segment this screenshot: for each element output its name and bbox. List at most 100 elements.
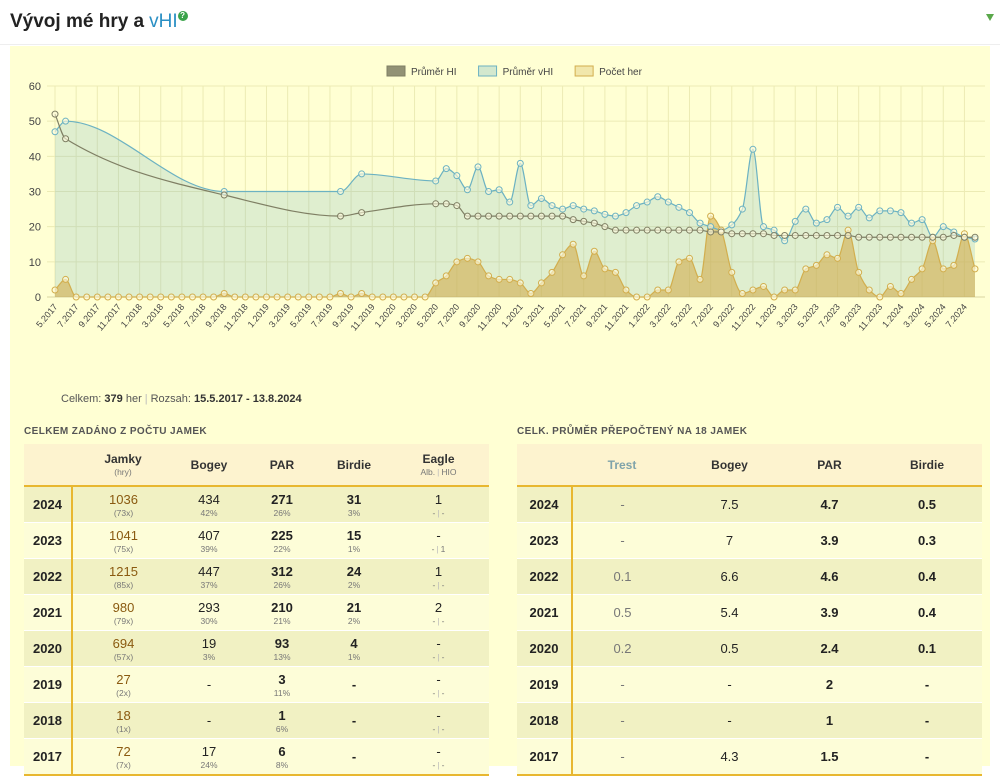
cell-value: - (727, 713, 732, 728)
data-point (664, 226, 672, 234)
cell-sub: - | - (388, 652, 489, 662)
data-point (474, 258, 482, 266)
data-point (897, 209, 905, 217)
alb: - (432, 507, 436, 518)
data-point (812, 231, 820, 239)
divider: | (437, 759, 440, 770)
collapse-toggle[interactable] (986, 14, 994, 21)
x-tick-label: 7.2021 (563, 302, 588, 330)
data-point (273, 293, 281, 301)
cell-value: 27 (116, 671, 131, 687)
data-point (971, 265, 979, 273)
header-text: Eagle (422, 452, 455, 466)
table-cell: 293 30% (174, 594, 244, 631)
x-tick-label: 5.2017 (34, 302, 59, 330)
data-point (62, 117, 70, 125)
data-point (675, 258, 683, 266)
cell-value: - (924, 713, 930, 728)
data-point (908, 275, 916, 283)
table-cell: 2 (787, 666, 872, 703)
cell-value: 5.4 (720, 605, 739, 620)
header-cell: Trest (572, 444, 672, 487)
data-point (664, 286, 672, 294)
cell-sub: - | - (388, 508, 489, 518)
data-point (368, 293, 376, 301)
data-point (548, 202, 556, 210)
data-point (136, 293, 144, 301)
table-cell: - (872, 738, 982, 776)
table-cell: - (174, 702, 244, 739)
cell-value: 1 (278, 707, 286, 723)
data-point (463, 212, 471, 220)
data-point (696, 226, 704, 234)
cell-value: 271 (271, 491, 293, 507)
vhi-link[interactable]: vHI (149, 11, 178, 32)
x-tick-label: 5.2021 (542, 302, 567, 330)
year-cell: 2020 (517, 630, 573, 667)
table-cell: - (572, 522, 672, 559)
data-point (104, 293, 112, 301)
table-cell: 3.9 (787, 594, 872, 631)
data-point (463, 186, 471, 194)
table-cell: 0.5 (872, 486, 982, 523)
table-cell: - - | - (388, 666, 489, 703)
cell-value: 0.4 (917, 569, 937, 584)
cell-sub: 30% (200, 615, 218, 626)
data-point (220, 191, 228, 199)
table-cell: 1215 (85x) (72, 558, 174, 595)
table-cell: 0.5 (572, 594, 672, 631)
data-point (707, 212, 715, 220)
data-point (886, 282, 894, 290)
cell-value: - (436, 635, 441, 651)
y-tick-label: 30 (29, 187, 41, 199)
cell-value: - (351, 677, 357, 692)
y-tick-label: 10 (29, 257, 41, 269)
table-row: 2019 27 (2x) -3 11% - - - | - (24, 666, 489, 703)
y-tick-label: 0 (35, 292, 41, 304)
table-cell: - (320, 702, 388, 739)
data-point (865, 233, 873, 241)
legend-label: Průměr HI (411, 66, 457, 78)
cell-sub: - | - (388, 724, 489, 734)
data-point (696, 219, 704, 227)
cell-sub: - | - (388, 580, 489, 590)
header-text: Jamky (104, 452, 142, 466)
help-icon[interactable]: ? (177, 11, 188, 21)
data-point (442, 272, 450, 280)
table-cell: 4.7 (787, 486, 872, 523)
data-point (834, 254, 842, 262)
x-tick-label: 5.2023 (796, 302, 821, 330)
year-cell: 2017 (24, 738, 73, 776)
cell-value: 0.1 (613, 569, 632, 584)
x-tick-label: 3.2021 (521, 302, 546, 330)
data-point (580, 272, 588, 280)
data-point (337, 289, 345, 297)
divider: | (437, 687, 440, 698)
legend-swatch (478, 65, 498, 77)
hio: - (441, 651, 445, 662)
cell-value: 21 (346, 599, 362, 615)
cell-value: 15 (346, 527, 362, 543)
data-point (918, 265, 926, 273)
data-point (950, 261, 958, 269)
cell-value: - (620, 713, 625, 728)
cell-sub: - | - (388, 616, 489, 626)
data-point (284, 293, 292, 301)
data-point (51, 110, 59, 118)
data-point (569, 240, 577, 248)
cell-value: - (727, 677, 732, 692)
range: 15.5.2017 - 13.8.2024 (194, 393, 302, 405)
data-point (580, 217, 588, 225)
table-cell: 1.5 (787, 738, 872, 776)
data-point (876, 233, 884, 241)
table-cell: - (572, 486, 672, 523)
header-text: HIO (441, 467, 457, 477)
data-point (569, 216, 577, 224)
data-point (897, 233, 905, 241)
data-point (337, 212, 345, 220)
table-cell: 0.2 (572, 630, 672, 667)
data-point (876, 207, 884, 215)
data-point (516, 279, 524, 287)
cell-value: 447 (198, 563, 220, 579)
cell-value: 18 (116, 707, 131, 723)
